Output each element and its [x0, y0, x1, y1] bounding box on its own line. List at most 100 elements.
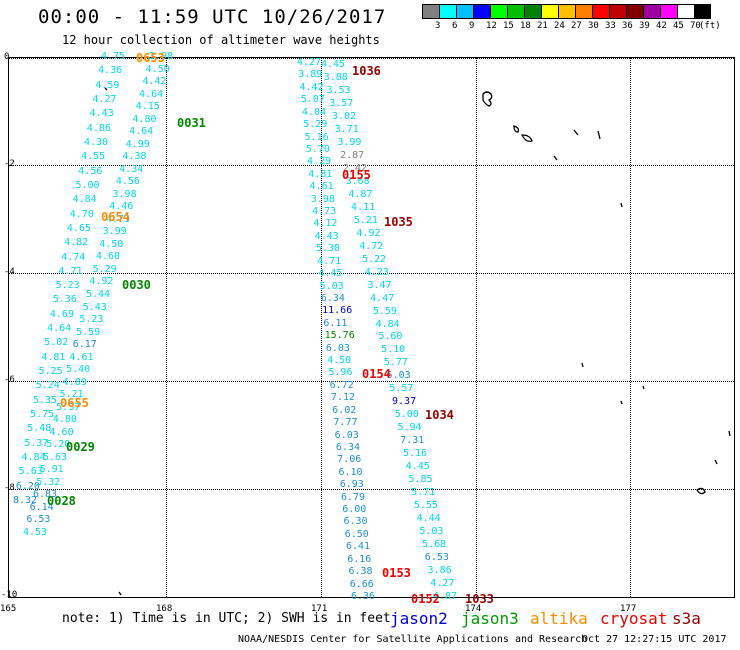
wave-height-value: 6.00 [342, 504, 367, 516]
wave-height-value: 6.11 [323, 317, 348, 329]
pass-time-label: 1034 [425, 408, 454, 422]
wave-height-value: 9.37 [392, 396, 417, 408]
pass-time-label: 1033 [465, 592, 494, 606]
scale-swatch [524, 4, 541, 19]
gridline-lon-174 [476, 58, 477, 597]
map-area[interactable]: 4.75 4.36 4.59 4.27 4.43 4.86 4.30 4.55 4.56 5.00… [8, 51, 735, 606]
gridline-lon-171 [321, 58, 322, 597]
wave-height-value: 4.50 [145, 63, 170, 75]
wave-height-value: 4.65 [66, 222, 92, 234]
lon-label-174: 174 [465, 604, 482, 614]
wave-height-value: 4.45 [321, 59, 346, 70]
wave-height-value: 4.92 [89, 276, 114, 288]
wave-height-value: 4.30 [83, 136, 109, 148]
wave-height-value: 6.36 [351, 591, 376, 602]
wave-height-value: 6.03 [325, 342, 350, 354]
scale-label: 30 [588, 21, 599, 31]
wave-height-value: 3.99 [102, 226, 127, 238]
pass-time-label: 0654 [101, 210, 130, 224]
legend-s3a: s3a [672, 609, 701, 628]
wave-height-value: 4.81 [308, 168, 333, 180]
wave-height-value: 4.84 [21, 452, 46, 464]
scale-swatch [439, 4, 456, 19]
lon-label-177: 177 [620, 604, 637, 614]
lat-label-6s: -6 [4, 375, 15, 385]
wave-height-value: 6.16 [347, 553, 372, 565]
wave-height-value: 3.89 [298, 69, 323, 81]
wave-height-value: 5.71 [411, 487, 436, 499]
wave-height-value: 5.25 [38, 366, 63, 378]
wave-height-value: 3.47 [367, 279, 392, 291]
color-scale-bar [422, 4, 711, 19]
pass-time-label: 1035 [384, 215, 413, 229]
scale-label: 18 [520, 21, 531, 31]
wave-height-value: 4.61 [69, 351, 94, 363]
lon-label-165: 165 [0, 604, 17, 614]
wave-height-value: 4.34 [119, 163, 144, 175]
wave-height-value: 4.87 [433, 591, 458, 602]
wave-height-value: 4.75 [101, 51, 126, 62]
wave-height-value: 4.84 [72, 194, 97, 206]
wave-height-value: 4.99 [125, 138, 150, 150]
legend-jason3: jason3 [461, 609, 519, 628]
pass-time-label: 0153 [382, 566, 411, 580]
wave-height-value: 5.70 [305, 143, 330, 155]
footer-credit: NOAA/NESDIS Center for Satellite Applica… [238, 634, 588, 645]
wave-height-value: 4.23 [364, 266, 389, 278]
scale-swatch [626, 4, 643, 19]
scale-label: 6 [452, 21, 458, 31]
scale-label: 9 [469, 21, 475, 31]
wave-height-value: 4.70 [69, 208, 94, 220]
wave-height-value: 4.56 [115, 176, 140, 188]
wave-height-value: 5.32 [36, 476, 61, 488]
wave-height-value: 5.40 [66, 364, 91, 376]
legend-altika: altika [530, 609, 588, 628]
wave-height-value: 2.42 [342, 162, 367, 174]
wave-height-value: 5.16 [402, 448, 428, 460]
wave-height-value: 5.91 [39, 464, 64, 476]
wave-height-value: 5.59 [372, 305, 397, 317]
wave-height-value: 5.20 [46, 439, 71, 451]
gridline-lat-6s [9, 381, 734, 382]
wave-height-value: 5.36 [52, 294, 77, 306]
legend-cryosat: cryosat [600, 609, 668, 628]
wave-height-value: 5.23 [55, 280, 80, 292]
wave-height-value: 4.86 [86, 122, 111, 134]
wave-height-value: 5.63 [42, 451, 67, 463]
lon-label-168: 168 [156, 604, 173, 614]
wave-height-value: 5.77 [383, 357, 408, 369]
wave-height-value: 4.84 [375, 318, 400, 330]
wave-height-value: 7.12 [330, 392, 355, 404]
wave-height-value: 4.11 [351, 201, 376, 213]
footer-timestamp: Oct 27 12:27:15 UTC 2017 [582, 634, 727, 645]
pass-time-label: 0655 [60, 396, 89, 410]
wave-height-value: 6.41 [345, 541, 371, 553]
scale-label: 39 [639, 21, 650, 31]
wave-height-value: 6.10 [338, 466, 363, 478]
wave-height-value: 5.30 [315, 243, 340, 255]
wave-height-value: 4.64 [129, 126, 154, 138]
scale-label: 36 [622, 21, 633, 31]
wave-height-value: 6.34 [335, 441, 361, 453]
wave-height-value: 5.96 [328, 367, 353, 379]
wave-height-value: 4.56 [78, 165, 103, 177]
scale-swatch [694, 4, 711, 19]
scale-swatch [422, 4, 439, 19]
wave-height-value: 4.80 [132, 113, 157, 125]
wave-height-value: 5.60 [378, 331, 403, 343]
wave-height-value: 5.03 [319, 280, 344, 292]
pass-time-label: 0152 [411, 592, 440, 606]
lat-label-8s: -8 [4, 483, 15, 493]
wave-height-value: 7.77 [333, 417, 358, 429]
scale-label: 3 [435, 21, 441, 31]
wave-height-value: 5.21 [353, 214, 378, 226]
gridline-lat-4s [9, 273, 734, 274]
wave-height-value: 3.71 [334, 123, 359, 135]
wave-height-value: 3.98 [149, 51, 174, 62]
scale-swatch [575, 4, 592, 19]
wave-height-value: 6.83 [32, 489, 58, 501]
wave-height-value: 6.72 [329, 379, 354, 391]
scale-swatch [677, 4, 694, 19]
wave-height-value: 3.88 [323, 71, 348, 83]
wave-height-value: 4.45 [318, 268, 343, 280]
